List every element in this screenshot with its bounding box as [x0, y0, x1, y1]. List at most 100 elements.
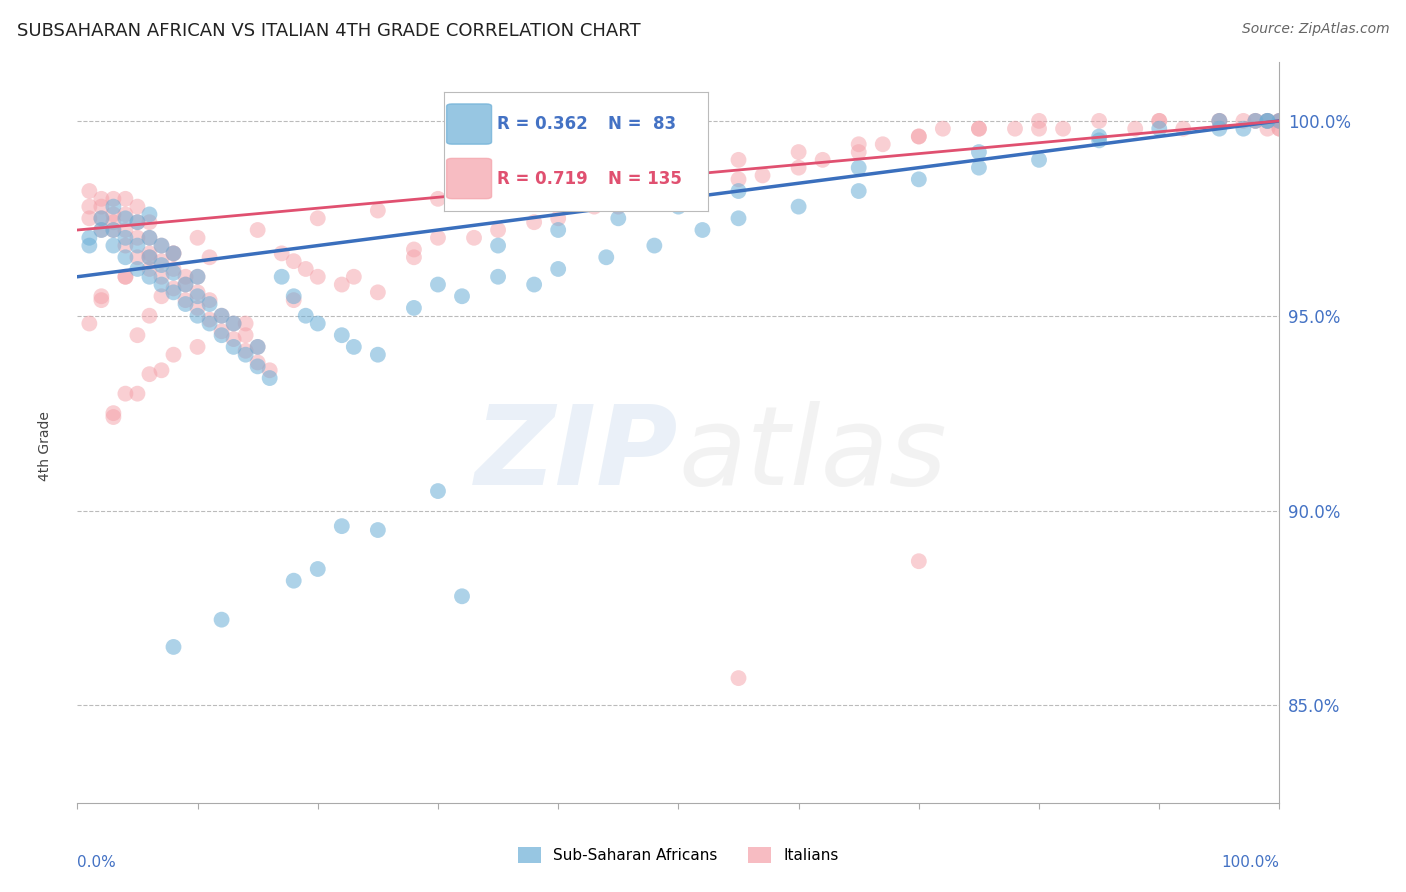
Point — [90, 223, 112, 237]
Point — [222, 317, 245, 331]
Legend: Sub-Saharan Africans, Italians: Sub-Saharan Africans, Italians — [512, 841, 845, 869]
Point — [259, 363, 281, 377]
Point — [162, 262, 184, 277]
Point — [211, 328, 233, 343]
Point — [848, 161, 870, 175]
Point — [486, 223, 509, 237]
Point — [246, 359, 269, 374]
Point — [90, 211, 112, 226]
Point — [174, 277, 197, 292]
Point — [186, 340, 209, 354]
Point — [90, 223, 112, 237]
Point — [727, 172, 749, 186]
Point — [848, 184, 870, 198]
Point — [235, 317, 257, 331]
Point — [787, 145, 810, 159]
Point — [307, 317, 329, 331]
Point — [162, 246, 184, 260]
Point — [150, 269, 173, 284]
Point — [330, 328, 353, 343]
Point — [1256, 114, 1278, 128]
Point — [150, 238, 173, 252]
Point — [294, 262, 316, 277]
Point — [103, 207, 125, 221]
Point — [127, 231, 149, 245]
Point — [283, 254, 305, 268]
Point — [727, 153, 749, 167]
Text: atlas: atlas — [679, 401, 948, 508]
Point — [127, 200, 149, 214]
Point — [186, 285, 209, 300]
Point — [79, 200, 101, 214]
Point — [79, 211, 101, 226]
Point — [787, 200, 810, 214]
Point — [198, 312, 221, 326]
Point — [1244, 114, 1267, 128]
Point — [138, 262, 160, 277]
Point — [270, 269, 292, 284]
Point — [138, 250, 160, 264]
Point — [751, 169, 773, 183]
Point — [114, 269, 136, 284]
Point — [427, 231, 450, 245]
Point — [222, 317, 245, 331]
Point — [330, 519, 353, 533]
Point — [103, 223, 125, 237]
Point — [162, 266, 184, 280]
Point — [79, 231, 101, 245]
Point — [114, 269, 136, 284]
Point — [127, 262, 149, 277]
Point — [1004, 121, 1026, 136]
Point — [1149, 121, 1171, 136]
Point — [186, 231, 209, 245]
Point — [547, 262, 569, 277]
Text: SUBSAHARAN AFRICAN VS ITALIAN 4TH GRADE CORRELATION CHART: SUBSAHARAN AFRICAN VS ITALIAN 4TH GRADE … — [17, 22, 641, 40]
Point — [908, 129, 931, 144]
Point — [162, 285, 184, 300]
Point — [90, 192, 112, 206]
Point — [967, 121, 990, 136]
Point — [186, 269, 209, 284]
Point — [162, 281, 184, 295]
Point — [967, 121, 990, 136]
Point — [668, 200, 690, 214]
Point — [138, 231, 160, 245]
Point — [1028, 114, 1050, 128]
Point — [222, 332, 245, 346]
Point — [1232, 121, 1254, 136]
Point — [607, 169, 630, 183]
Point — [138, 231, 160, 245]
Point — [1208, 114, 1230, 128]
Point — [114, 386, 136, 401]
Point — [103, 223, 125, 237]
Point — [198, 293, 221, 307]
Point — [186, 289, 209, 303]
Point — [103, 215, 125, 229]
Point — [908, 172, 931, 186]
Point — [367, 285, 389, 300]
Point — [463, 231, 485, 245]
Point — [307, 211, 329, 226]
Point — [486, 184, 509, 198]
Point — [486, 269, 509, 284]
Point — [114, 211, 136, 226]
Point — [162, 348, 184, 362]
Point — [1028, 153, 1050, 167]
Point — [90, 293, 112, 307]
Point — [1123, 121, 1146, 136]
Point — [127, 386, 149, 401]
Point — [367, 523, 389, 537]
Point — [343, 269, 366, 284]
Point — [79, 184, 101, 198]
Point — [246, 223, 269, 237]
Point — [1256, 114, 1278, 128]
Point — [547, 223, 569, 237]
Point — [402, 243, 425, 257]
Point — [90, 211, 112, 226]
Point — [595, 250, 617, 264]
Point — [787, 161, 810, 175]
Point — [127, 238, 149, 252]
Point — [138, 215, 160, 229]
Point — [668, 184, 690, 198]
Point — [186, 301, 209, 315]
